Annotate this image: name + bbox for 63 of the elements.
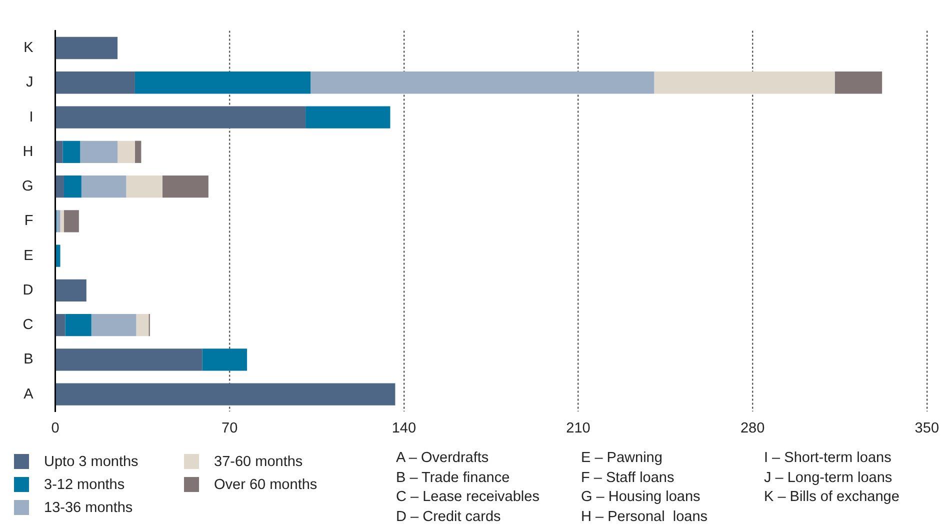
bar <box>56 383 396 406</box>
text: E – Pawning <box>581 450 664 468</box>
text: G – Housing loans <box>581 489 702 507</box>
text: A – Overdrafts <box>396 450 490 468</box>
x-tick-label: 280 <box>740 420 765 436</box>
bar <box>654 72 835 94</box>
bar <box>56 72 135 94</box>
bar <box>60 210 64 232</box>
y-tick-label: G <box>22 178 34 195</box>
y-tick-label: B <box>24 352 34 368</box>
x-tick-label: 70 <box>222 420 238 436</box>
bar <box>62 140 80 163</box>
bar <box>65 314 92 336</box>
y-tick-label: H <box>22 144 34 160</box>
bar <box>56 140 63 163</box>
bar <box>202 348 248 371</box>
bar <box>162 175 208 198</box>
y-tick-label: I <box>29 109 34 126</box>
bar <box>56 279 86 302</box>
y-tick-label: E <box>24 248 34 264</box>
bar <box>118 140 135 163</box>
bar <box>56 244 60 267</box>
bar <box>56 175 64 198</box>
text: K – Bills of exchange <box>764 489 900 507</box>
y-tick-label: C <box>22 317 34 334</box>
bar <box>64 175 82 198</box>
y-tick-label: D <box>22 282 34 298</box>
legend-label: 13-36 months <box>44 500 133 516</box>
y-tick-label: J <box>26 74 34 91</box>
bar <box>56 348 202 371</box>
legend-label: Over 60 months <box>214 476 318 492</box>
text: I – Short-term loans <box>764 450 892 468</box>
text: B – Trade finance <box>396 470 511 488</box>
bar <box>126 175 162 198</box>
bar <box>134 72 311 94</box>
bar <box>81 175 126 198</box>
y-tick-label: F <box>24 213 34 230</box>
bar <box>56 210 60 232</box>
bar <box>64 210 79 232</box>
legend-label: Upto 3 months <box>44 454 138 470</box>
x-tick-label: 210 <box>566 420 590 436</box>
bar <box>56 106 306 128</box>
text: J – Long-term loans <box>764 470 894 488</box>
text: C – Lease receivables <box>396 489 540 507</box>
text: F – Staff loans <box>581 470 676 488</box>
legend-label: 37-60 months <box>214 454 303 470</box>
bar <box>80 140 118 163</box>
bar <box>56 314 66 336</box>
bar <box>91 314 136 336</box>
x-tick-label: 0 <box>51 420 60 436</box>
bar <box>306 106 390 128</box>
legend-label: 3-12 months <box>44 476 125 492</box>
y-tick-label: K <box>24 40 34 56</box>
y-tick-label: A <box>24 386 34 402</box>
bar <box>56 36 118 60</box>
bar <box>310 72 654 94</box>
bar <box>834 72 882 94</box>
bar <box>134 140 142 163</box>
bar <box>136 314 149 336</box>
text: D – Credit cards <box>396 508 502 525</box>
x-tick-label: 350 <box>914 420 940 436</box>
text: H – Personal loans <box>581 508 709 525</box>
x-tick-label: 140 <box>392 420 416 436</box>
